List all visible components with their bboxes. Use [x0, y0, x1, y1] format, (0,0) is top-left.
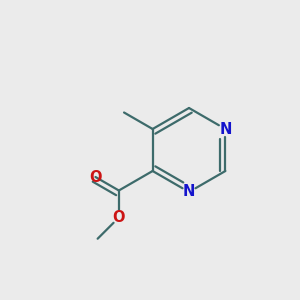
- Text: N: N: [219, 122, 232, 136]
- Text: O: O: [112, 210, 125, 225]
- Text: O: O: [89, 169, 102, 184]
- Text: N: N: [183, 184, 195, 200]
